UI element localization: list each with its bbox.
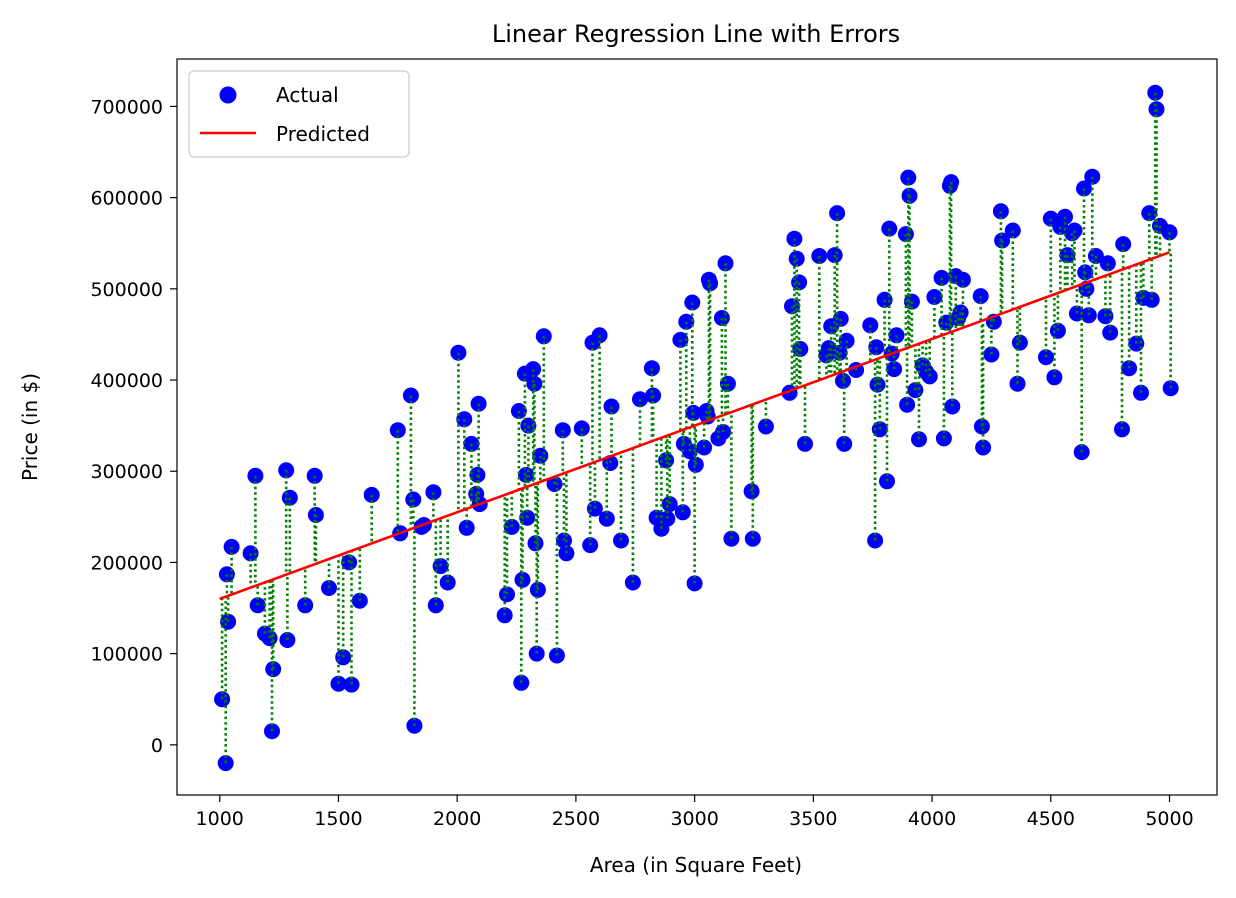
x-tick-label: 1500 (314, 808, 362, 830)
y-axis-label: Price (in $) (18, 373, 42, 481)
legend-box (188, 70, 410, 158)
legend-actual-marker (219, 86, 237, 104)
y-tick-label: 600000 (90, 188, 163, 210)
plot-frame (176, 58, 1218, 796)
x-tick-label: 3000 (670, 808, 718, 830)
x-tick-label: 2500 (552, 808, 600, 830)
x-axis-label: Area (in Square Feet) (590, 853, 802, 877)
legend-actual-label: Actual (276, 83, 339, 107)
x-tick-label: 4500 (1027, 808, 1075, 830)
y-tick-label: 100000 (90, 644, 163, 666)
y-tick-label: 300000 (90, 461, 163, 483)
chart-title: Linear Regression Line with Errors (492, 20, 900, 48)
x-tick-label: 5000 (1145, 808, 1193, 830)
x-tick-label: 4000 (908, 808, 956, 830)
legend-predicted-label: Predicted (276, 122, 370, 146)
y-tick-label: 500000 (90, 279, 163, 301)
x-tick-label: 2000 (433, 808, 481, 830)
legend: Actual Predicted (188, 70, 410, 158)
axis-ticks: 1000 1500 2000 2500 3000 3500 4000 4500 5000 0 100… (90, 96, 1193, 830)
y-tick-label: 400000 (90, 370, 163, 392)
y-tick-label: 0 (151, 735, 163, 757)
y-tick-label: 200000 (90, 552, 163, 574)
regression-line (219, 251, 1170, 601)
y-tick-label: 700000 (90, 96, 163, 118)
x-tick-label: 3500 (789, 808, 837, 830)
x-tick-label: 1000 (196, 808, 244, 830)
plot-area (214, 84, 1179, 772)
